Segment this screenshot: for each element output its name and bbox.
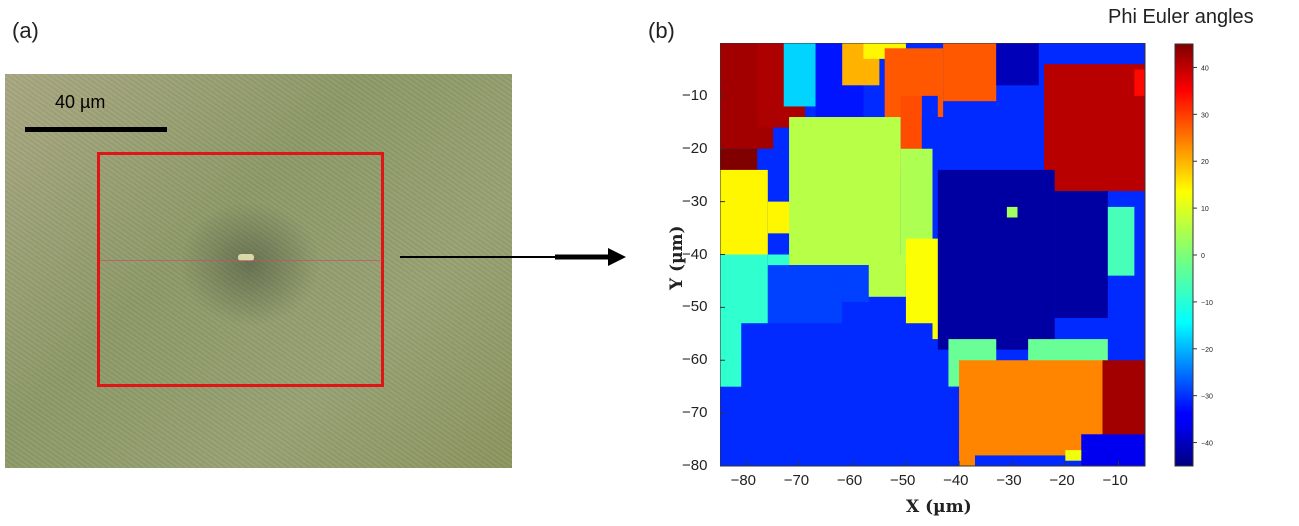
x-tick-label: −80 bbox=[730, 472, 757, 489]
grain-cell bbox=[842, 265, 869, 303]
grain-cell bbox=[1054, 191, 1108, 318]
scale-bar bbox=[25, 127, 167, 132]
grain-cell bbox=[996, 43, 1039, 86]
grain-cell bbox=[720, 402, 742, 466]
indentation-mark bbox=[238, 254, 254, 261]
grain-cell bbox=[720, 169, 768, 255]
grain-cell bbox=[1065, 450, 1082, 461]
scan-line bbox=[100, 260, 382, 261]
grain-cell bbox=[868, 254, 906, 297]
y-tick-label: −60 bbox=[682, 351, 708, 369]
grain-cell bbox=[937, 169, 1055, 350]
grain-cell bbox=[921, 95, 938, 149]
grain-cell bbox=[1081, 434, 1145, 466]
grain-cell bbox=[932, 386, 960, 466]
grain-cell bbox=[1107, 206, 1135, 276]
x-tick-label: −40 bbox=[943, 472, 969, 489]
y-tick-label: −50 bbox=[682, 298, 708, 316]
grain-map bbox=[720, 43, 1145, 466]
colorbar-tick-label: −40 bbox=[1201, 441, 1213, 448]
y-tick-label: −40 bbox=[682, 245, 708, 263]
grain-cell bbox=[783, 43, 816, 107]
y-tick-label: −70 bbox=[682, 404, 708, 422]
grain-cell bbox=[1134, 69, 1145, 96]
colorbar-tick-label: 10 bbox=[1201, 206, 1209, 213]
grain-cell bbox=[943, 43, 997, 102]
x-tick-label: −60 bbox=[836, 472, 863, 489]
panel-b-label: (b) bbox=[648, 18, 675, 43]
grain-cell bbox=[741, 323, 933, 466]
colorbar-tick-label: 30 bbox=[1201, 112, 1209, 119]
y-tick-label: −10 bbox=[682, 86, 708, 104]
optical-micrograph: 40 µm bbox=[5, 74, 512, 468]
colorbar-tick-label: −10 bbox=[1201, 300, 1213, 307]
colorbar-tick-label: −30 bbox=[1201, 394, 1213, 401]
colorbar-gradient bbox=[1174, 43, 1194, 467]
grain-cell bbox=[905, 238, 944, 340]
region-of-interest-box bbox=[97, 152, 384, 387]
x-tick-label: −20 bbox=[1049, 472, 1075, 489]
x-tick-label: −30 bbox=[996, 472, 1022, 489]
grain-cell bbox=[767, 265, 843, 334]
pointer-arrow-icon bbox=[400, 248, 626, 266]
colorbar: 40 30 20 10 0 −10 −20 −30 −40 bbox=[1174, 43, 1213, 467]
y-tick-label: −20 bbox=[682, 139, 708, 157]
y-tick-label: −30 bbox=[682, 192, 708, 210]
x-axis-ticks bbox=[746, 461, 1119, 466]
colorbar-tick-label: −20 bbox=[1201, 347, 1213, 354]
ebsd-euler-map bbox=[720, 43, 1146, 467]
map-frame bbox=[720, 43, 1146, 467]
panel-a-label: (a) bbox=[12, 18, 39, 43]
scale-bar-label: 40 µm bbox=[55, 92, 106, 112]
x-tick-label: −10 bbox=[1102, 472, 1128, 489]
x-tick-label: −50 bbox=[889, 472, 916, 489]
grain-cell bbox=[789, 117, 901, 266]
grain-cell bbox=[1006, 206, 1018, 218]
grain-cell bbox=[959, 360, 1103, 456]
colorbar-ticks: 40 30 20 10 0 −10 −20 −30 −40 bbox=[1193, 65, 1213, 448]
grain-cell bbox=[959, 439, 975, 466]
x-tick-label: −70 bbox=[783, 472, 810, 489]
y-axis-ticks bbox=[720, 95, 725, 467]
colorbar-title: Phi Euler angles bbox=[1108, 6, 1254, 28]
colorbar-tick-label: 20 bbox=[1201, 159, 1209, 166]
colorbar-tick-label: 40 bbox=[1201, 65, 1209, 72]
x-axis-title: X (µm) bbox=[906, 497, 972, 517]
grain-cell bbox=[1044, 64, 1145, 192]
colorbar-tick-label: 0 bbox=[1201, 253, 1205, 260]
y-tick-label: −80 bbox=[682, 457, 708, 474]
grain-cell bbox=[1102, 402, 1145, 435]
